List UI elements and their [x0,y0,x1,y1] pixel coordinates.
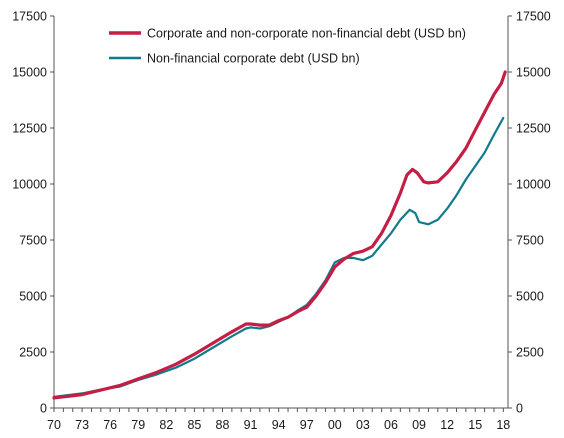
y-tick-label-left: 0 [40,402,47,416]
x-tick-label: 15 [468,418,482,432]
y-tick-label-right: 15000 [516,66,551,80]
x-tick-label: 79 [131,418,145,432]
y-tick-label-left: 12500 [12,122,47,136]
x-tick-label: 91 [244,418,258,432]
x-tick-label: 12 [440,418,454,432]
y-tick-label-left: 5000 [19,290,47,304]
y-tick-label-left: 10000 [12,178,47,192]
right-y-axis-ticks: 0 2500 5000 7500 10000 12500 15000 17500 [508,10,551,416]
series-line-corporate-debt [52,116,505,398]
x-tick-label: 85 [187,418,201,432]
y-tick-label-right: 2500 [516,346,544,360]
y-tick-label-right: 5000 [516,290,544,304]
legend: Corporate and non-corporate non-financia… [109,27,466,66]
x-tick-label: 09 [412,418,426,432]
x-tick-label: 70 [47,418,61,432]
x-tick-label: 06 [384,418,398,432]
x-tick-label: 76 [103,418,117,432]
y-tick-label-left: 2500 [19,346,47,360]
x-tick-label: 18 [496,418,510,432]
x-axis-ticks: 70 73 76 79 82 85 88 91 94 97 00 03 06 09 12 15 18 [47,408,510,432]
y-tick-label-right: 17500 [516,10,551,24]
y-tick-label-right: 0 [516,402,523,416]
x-tick-label: 82 [159,418,173,432]
x-tick-label: 97 [300,418,314,432]
x-tick-label: 00 [328,418,342,432]
legend-label: Non-financial corporate debt (USD bn) [147,52,360,66]
y-tick-label-right: 7500 [516,234,544,248]
x-tick-label: 88 [216,418,230,432]
left-y-axis-ticks: 0 2500 5000 7500 10000 12500 15000 17500 [12,10,54,416]
series-lines [52,70,507,400]
x-tick-label: 73 [75,418,89,432]
y-tick-label-left: 15000 [12,66,47,80]
legend-label: Corporate and non-corporate non-financia… [147,27,466,41]
y-tick-label-left: 7500 [19,234,47,248]
x-tick-label: 03 [356,418,370,432]
series-line-total-debt [52,70,507,400]
y-tick-label-left: 17500 [12,10,47,24]
y-tick-label-right: 10000 [516,178,551,192]
x-tick-label: 94 [272,418,286,432]
axes [53,16,509,409]
y-tick-label-right: 12500 [516,122,551,136]
